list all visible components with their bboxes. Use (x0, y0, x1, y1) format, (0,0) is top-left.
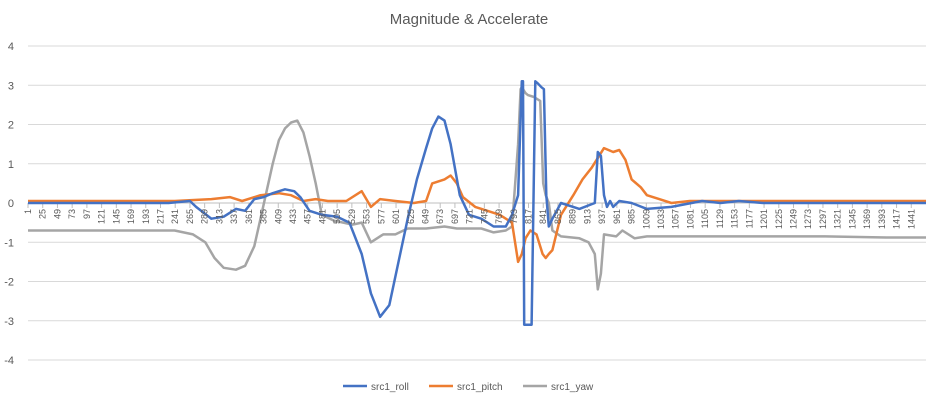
x-tick-label: 313 (214, 209, 224, 224)
x-tick-label: 673 (435, 209, 445, 224)
x-tick-label: 433 (288, 209, 298, 224)
x-tick-label: 505 (332, 209, 342, 224)
x-tick-label: 1201 (759, 209, 769, 229)
x-tick-label: 1297 (818, 209, 828, 229)
x-tick-label: 457 (303, 209, 313, 224)
x-tick-label: 409 (273, 209, 283, 224)
x-tick-label: 577 (376, 209, 386, 224)
x-tick-label: 1369 (862, 209, 872, 229)
x-tick-label: 1177 (744, 209, 754, 228)
x-tick-label: 1057 (671, 209, 681, 229)
x-tick-label: 25 (38, 209, 48, 219)
x-tick-label: 553 (362, 209, 372, 224)
legend-label: src1_yaw (551, 382, 594, 393)
x-tick-label: 73 (67, 209, 77, 219)
x-tick-label: 1129 (715, 209, 725, 228)
y-tick-label: -4 (4, 355, 14, 367)
x-tick-label: 913 (582, 209, 592, 224)
x-tick-label: 193 (141, 209, 151, 224)
x-tick-label: 1 (23, 209, 33, 214)
x-tick-label: 1441 (906, 209, 916, 229)
x-tick-label: 1153 (730, 209, 740, 228)
x-tick-label: 841 (538, 209, 548, 224)
x-tick-label: 937 (597, 209, 607, 224)
x-tick-label: 1393 (877, 209, 887, 229)
x-tick-label: 1009 (641, 209, 651, 229)
series-line-src1_pitch (28, 146, 926, 264)
x-tick-label: 1225 (774, 209, 784, 229)
y-tick-label: -3 (4, 316, 14, 328)
x-tick-label: 385 (259, 209, 269, 224)
x-tick-label: 889 (568, 209, 578, 224)
x-tick-label: 1249 (789, 209, 799, 229)
y-tick-label: 2 (8, 120, 14, 132)
x-tick-label: 1033 (656, 209, 666, 229)
x-tick-label: 145 (111, 209, 121, 224)
x-tick-label: 721 (465, 209, 475, 224)
x-tick-label: 337 (229, 209, 239, 224)
y-tick-label: -1 (4, 237, 14, 249)
x-tick-label: 601 (391, 209, 401, 224)
series-line-src1_roll (28, 80, 926, 326)
x-tick-label: 481 (317, 209, 327, 224)
x-tick-label: 1417 (892, 209, 902, 229)
series-lines (28, 80, 926, 326)
x-tick-label: 697 (450, 209, 460, 224)
x-tick-label: 649 (420, 209, 430, 224)
x-tick-label: 97 (82, 209, 92, 219)
x-tick-label: 49 (52, 209, 62, 219)
series-line-src1_yaw (28, 85, 926, 291)
y-axis-ticks: -4 -3 -2 -1 0 1 2 3 4 (4, 41, 14, 367)
x-tick-label: 769 (494, 209, 504, 224)
x-tick-label: 1105 (700, 209, 710, 228)
x-tick-label: 169 (126, 209, 136, 224)
gridlines (28, 45, 926, 361)
x-tick-label: 121 (97, 209, 107, 224)
legend: src1_roll src1_pitch src1_yaw (343, 382, 594, 393)
x-tick-label: 241 (170, 209, 180, 224)
x-tick-label: 1273 (803, 209, 813, 229)
legend-label: src1_pitch (457, 382, 503, 393)
x-tick-label: 289 (200, 209, 210, 224)
x-tick-label: 1345 (847, 209, 857, 229)
x-tick-label: 793 (509, 209, 519, 224)
y-tick-label: 4 (8, 41, 14, 53)
x-axis-ticks: 1 25 49 73 97 121 145 169 193 217 241 265 289 313 337 3… (23, 209, 916, 229)
x-tick-label: 1321 (833, 209, 843, 229)
x-tick-label: 745 (479, 209, 489, 224)
x-tick-label: 1081 (685, 209, 695, 229)
chart-title: Magnitude & Accelerate (390, 11, 548, 28)
y-tick-label: 1 (8, 159, 14, 171)
x-tick-label: 985 (627, 209, 637, 224)
x-tick-label: 817 (524, 209, 534, 224)
x-tick-label: 865 (553, 209, 563, 224)
y-tick-label: 3 (8, 80, 14, 92)
y-tick-label: 0 (8, 198, 14, 210)
legend-label: src1_roll (371, 382, 409, 393)
y-tick-label: -2 (4, 277, 14, 289)
x-tick-label: 961 (612, 209, 622, 224)
x-tick-label: 361 (244, 209, 254, 224)
x-tick-label: 217 (155, 209, 165, 224)
x-tick-label: 529 (347, 209, 357, 224)
x-tick-label: 625 (406, 209, 416, 224)
x-tick-label: 265 (185, 209, 195, 224)
